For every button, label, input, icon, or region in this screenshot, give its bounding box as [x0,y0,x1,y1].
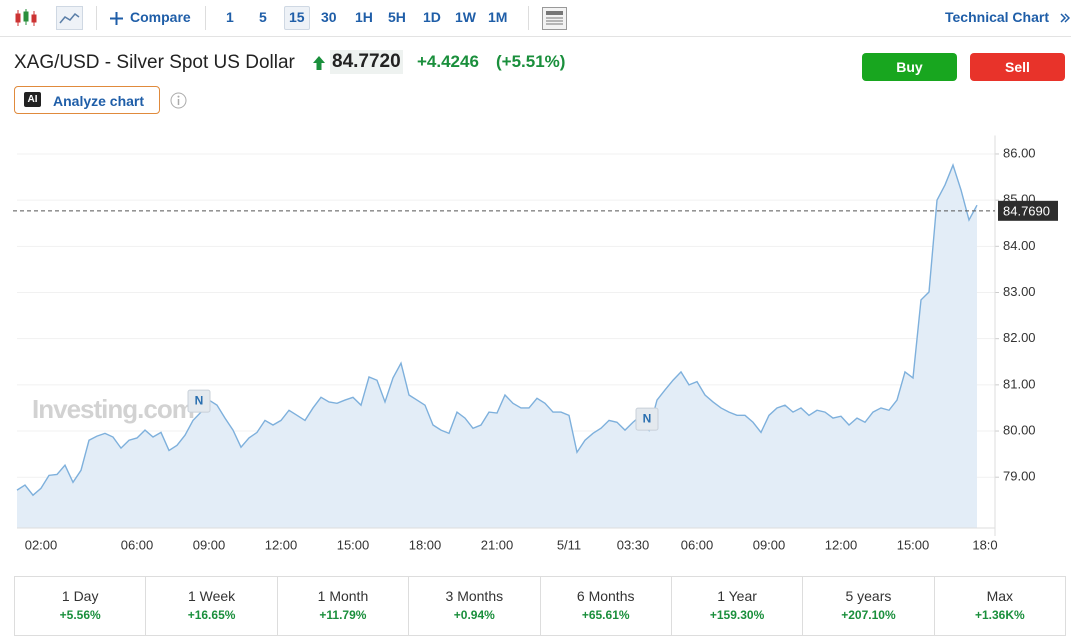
y-tick-label: 84.00 [1003,238,1036,253]
interval-button[interactable]: 5 [259,9,267,25]
change-percent: (+5.51%) [496,52,566,71]
area-fill [17,165,977,528]
interval-button[interactable]: 1D [423,9,441,25]
period-change: +159.30% [709,608,765,622]
x-tick-label: 03:30 [617,537,650,552]
x-tick-label: 21:00 [481,537,514,552]
news-marker-label: N [643,411,652,425]
y-tick-label: 82.00 [1003,330,1036,345]
x-tick-label: 02:00 [25,537,58,552]
period-label: 5 years [845,588,892,604]
x-tick-label: 15:00 [337,537,370,552]
price-line [16,162,978,497]
performance-cell[interactable]: Max +1.36K% [935,577,1065,635]
performance-cell[interactable]: 5 years +207.10% [803,577,935,635]
x-tick-label: 5/11 [557,537,581,552]
separator [528,6,529,30]
compare-button[interactable]: Compare [130,9,191,25]
performance-cell[interactable]: 1 Year +159.30% [672,577,804,635]
period-change: +0.94% [453,608,495,622]
change: +4.4246 [417,52,479,71]
layout-icon[interactable] [542,7,567,30]
chevron-icon[interactable] [1060,13,1070,23]
period-label: 6 Months [576,588,635,604]
up-arrow [313,56,325,70]
current-price-label: 84.7690 [1003,203,1050,218]
period-label: 1 Week [187,588,236,604]
separator [205,6,206,30]
performance-cell[interactable]: 1 Month +11.79% [278,577,410,635]
price: 84.7720 [330,50,403,74]
info-icon[interactable] [170,92,187,109]
period-label: 1 Month [317,588,369,604]
period-change: +207.10% [841,608,896,622]
period-label: 1 Day [61,588,99,604]
x-tick-label: 09:00 [193,537,226,552]
period-change: +11.79% [319,608,367,622]
plus-icon[interactable] [110,12,123,25]
x-tick-label: 12:00 [265,537,298,552]
y-tick-label: 86.00 [1003,145,1036,160]
x-tick-label: 15:00 [897,537,930,552]
interval-button[interactable]: 15 [284,6,310,30]
news-marker [187,389,211,413]
period-label: 3 Months [445,588,504,604]
x-tick-label: 18:00 [409,537,442,552]
performance-table: 1 Day +5.56% 1 Week +16.65% 1 Month +11.79% 3 … [14,576,1066,636]
period-change: +5.56% [59,608,101,622]
news-marker-label: N [195,393,204,407]
technical-chart-link[interactable]: Technical Chart [945,9,1049,25]
interval-button[interactable]: 1W [455,9,476,25]
area-icon[interactable] [56,6,83,30]
analyze-button[interactable]: AI Analyze chart [14,86,160,114]
x-tick-label: 18:0 [972,537,997,552]
sell-button[interactable]: Sell [970,53,1065,81]
period-label: Max [986,588,1014,604]
y-tick-label: 83.00 [1003,284,1036,299]
analyze-label: Analyze chart [53,93,145,109]
period-change: +1.36K% [974,608,1025,622]
interval-button[interactable]: 1M [488,9,508,25]
period-change: +65.61% [581,608,630,622]
x-tick-label: 06:00 [121,537,154,552]
period-label: 1 Year [717,588,757,604]
watermark: Investing.com [32,394,194,424]
current-price-box [998,200,1058,221]
news-marker [635,407,659,431]
performance-cell[interactable]: 3 Months +0.94% [409,577,541,635]
instrument-title: XAG/USD - Silver Spot US Dollar [14,52,295,73]
period-change: +16.65% [187,608,236,622]
x-tick-label: 12:00 [825,537,858,552]
y-tick-label: 81.00 [1003,376,1036,391]
x-tick-label: 09:00 [753,537,786,552]
y-tick-label: 80.00 [1003,422,1036,437]
performance-cell[interactable]: 6 Months +65.61% [541,577,672,635]
buy-button[interactable]: Buy [862,53,957,81]
performance-cell[interactable]: 1 Day +5.56% [15,577,147,635]
interval-button[interactable]: 1 [226,9,234,25]
toolbar: Compare 1 5 15 30 1H 5H 1D 1W 1M Technical Chart [0,0,1071,37]
candle-icon[interactable] [14,8,38,28]
ai-badge: AI [24,92,41,107]
x-tick-label: 06:00 [681,537,714,552]
performance-cell[interactable]: 1 Week +16.65% [146,577,278,635]
y-tick-label: 79.00 [1003,469,1036,484]
chart: 79.0080.0081.0082.0083.0084.0085.0086.00… [13,135,1058,552]
separator [96,6,97,30]
interval-button[interactable]: 5H [388,9,406,25]
interval-button[interactable]: 30 [321,9,337,25]
interval-button[interactable]: 1H [355,9,373,25]
